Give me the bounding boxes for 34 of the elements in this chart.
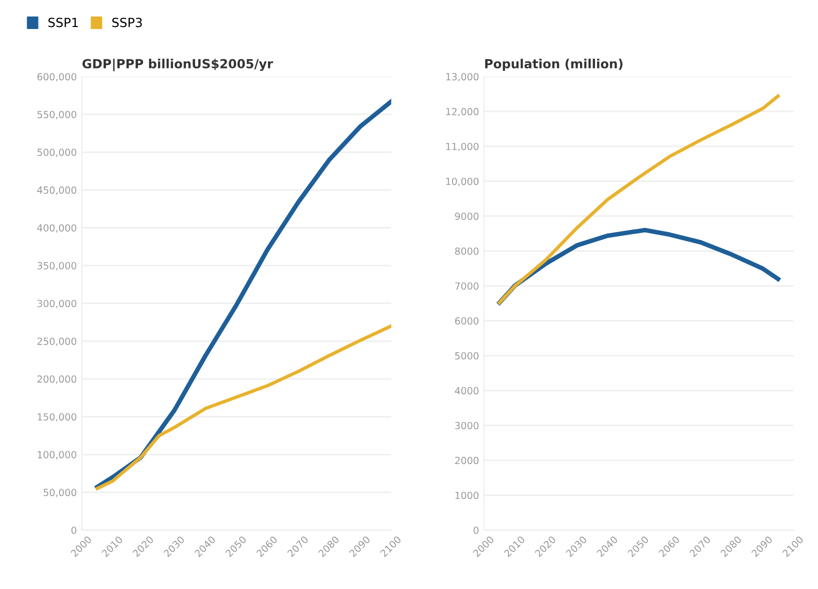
- line-series: [96, 324, 392, 490]
- chart-title: GDP|PPP billionUS$2005/yr: [82, 58, 274, 72]
- y-tick-label: 2000: [455, 456, 479, 464]
- y-tick-label: 7000: [455, 282, 479, 290]
- y-tick-label: 400,000: [37, 224, 76, 233]
- y-tick-label: 4000: [454, 387, 479, 394]
- legend-label: SSP1: [48, 18, 78, 28]
- line-series: [95, 99, 392, 490]
- y-tick-label: 50,000: [44, 488, 76, 498]
- y-tick-label: 9000: [455, 212, 479, 220]
- y-tick-label: 1000: [456, 492, 479, 500]
- y-tick-label: 500,000: [37, 148, 76, 157]
- y-tick-label: 11,000: [446, 142, 479, 152]
- y-tick-label: 200,000: [37, 375, 76, 384]
- line-series: [498, 94, 780, 304]
- y-tick-label: 13,000: [446, 73, 479, 82]
- y-tick-label: 6000: [455, 317, 479, 325]
- y-tick-label: 150,000: [38, 413, 76, 422]
- y-tick-label: 300,000: [37, 300, 76, 308]
- y-tick-label: 10,000: [446, 178, 479, 186]
- y-tick-label: 5000: [455, 352, 479, 360]
- y-tick-label: 350,000: [37, 262, 76, 270]
- y-tick-label: 550,000: [37, 110, 76, 120]
- y-tick-label: 450,000: [37, 186, 76, 195]
- legend-label: SSP3: [112, 18, 142, 28]
- y-tick-label: 100,000: [38, 450, 76, 460]
- y-tick-label: 3000: [455, 422, 479, 430]
- y-tick-label: 0: [474, 526, 479, 534]
- y-tick-label: 12,000: [446, 108, 479, 116]
- y-tick-label: 8000: [455, 247, 479, 255]
- y-tick-label: 0: [71, 526, 76, 534]
- chart-title: Population (million): [485, 58, 622, 71]
- y-tick-label: 250,000: [37, 338, 76, 346]
- y-tick-label: 600,000: [37, 73, 76, 82]
